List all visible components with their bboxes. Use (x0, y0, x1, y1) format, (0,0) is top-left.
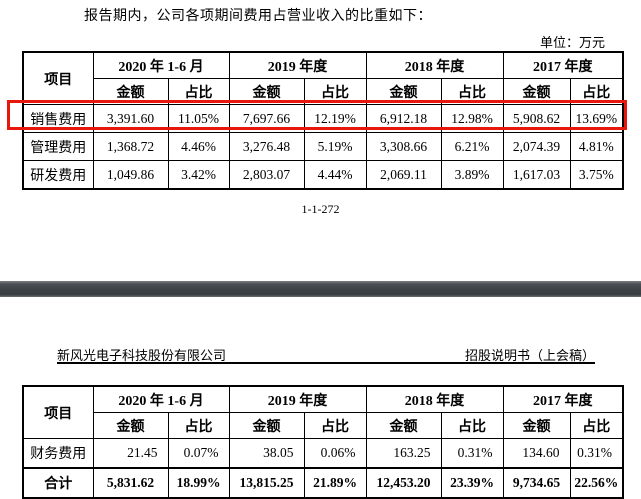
value-cell: 23.39% (440, 467, 504, 499)
page-number: 1-1-272 (301, 202, 340, 216)
value-cell: 3,391.60 (92, 104, 169, 133)
header-cell-amount: 金额 (365, 78, 442, 105)
table-row-total: 合计 5,831.62 18.99% 13,815.25 21.89% 12,4… (22, 467, 624, 499)
value-cell: 22.56% (569, 467, 624, 499)
header-cell-ratio: 占比 (303, 412, 367, 439)
value-cell: 21.45 (92, 438, 169, 469)
row-label-cell: 财务费用 (22, 438, 94, 469)
header-cell-ratio: 占比 (569, 78, 624, 105)
value-cell: 2,074.39 (502, 132, 571, 161)
header-cell-period: 2018 年度 (365, 385, 504, 413)
value-cell: 134.60 (502, 438, 571, 469)
value-cell: 4.81% (569, 132, 624, 161)
value-cell: 5,831.62 (92, 467, 169, 499)
header-cell-amount: 金额 (365, 412, 442, 439)
table-row-rd-expense: 研发费用 1,049.86 3.42% 2,803.07 4.44% 2,069… (22, 160, 624, 190)
expense-ratio-table-2: 项目 2020 年 1-6 月 2019 年度 2018 年度 2017 年度 … (22, 385, 625, 499)
value-cell: 9,734.65 (502, 467, 571, 499)
header-cell-period: 2017 年度 (502, 51, 624, 79)
header-cell-item: 项目 (22, 51, 94, 105)
value-cell: 0.31% (569, 438, 624, 469)
value-cell: 5,908.62 (502, 104, 571, 133)
header-cell-amount: 金额 (228, 78, 305, 105)
value-cell: 6,912.18 (365, 104, 442, 133)
header-cell-period: 2020 年 1-6 月 (92, 385, 230, 413)
table-row-finance-expense: 财务费用 21.45 0.07% 38.05 0.06% 163.25 0.31… (22, 438, 624, 469)
value-cell: 4.44% (303, 160, 367, 190)
table-subheader-row: 金额 占比 金额 占比 金额 占比 金额 占比 (23, 412, 624, 439)
header-cell-ratio: 占比 (167, 78, 230, 105)
intro-paragraph: 报告期内，公司各项期间费用占营业收入的比重如下： (84, 9, 432, 24)
value-cell: 13,815.25 (228, 467, 305, 499)
value-cell: 4.46% (167, 132, 230, 161)
header-cell-ratio: 占比 (303, 78, 367, 105)
header-cell-ratio: 占比 (167, 412, 230, 439)
table-subheader-row: 金额 占比 金额 占比 金额 占比 金额 占比 (23, 78, 624, 105)
header-cell-period: 2019 年度 (228, 385, 367, 413)
value-cell: 5.19% (303, 132, 367, 161)
value-cell: 1,617.03 (502, 160, 571, 190)
value-cell: 7,697.66 (228, 104, 305, 133)
table-header-row: 项目 2020 年 1-6 月 2019 年度 2018 年度 2017 年度 (22, 51, 624, 105)
row-label-cell: 合计 (22, 467, 94, 499)
header-cell-period: 2017 年度 (502, 385, 624, 413)
table-header-row: 项目 2020 年 1-6 月 2019 年度 2018 年度 2017 年度 (22, 385, 624, 439)
value-cell: 0.31% (440, 438, 504, 469)
value-cell: 3.42% (167, 160, 230, 190)
value-cell: 38.05 (228, 438, 305, 469)
page-separator-bar (0, 281, 641, 297)
value-cell: 18.99% (167, 467, 230, 499)
page-header-rule (57, 362, 595, 364)
value-cell: 6.21% (440, 132, 504, 161)
value-cell: 12.98% (440, 104, 504, 133)
value-cell: 0.06% (303, 438, 367, 469)
header-cell-amount: 金额 (502, 412, 571, 439)
header-cell-period: 2018 年度 (365, 51, 504, 79)
value-cell: 2,069.11 (365, 160, 442, 190)
header-cell-period: 2019 年度 (228, 51, 367, 79)
header-cell-period: 2020 年 1-6 月 (92, 51, 230, 79)
header-cell-amount: 金额 (92, 78, 169, 105)
value-cell: 21.89% (303, 467, 367, 499)
table-row-sales-expense: 销售费用 3,391.60 11.05% 7,697.66 12.19% 6,9… (22, 104, 624, 133)
header-cell-amount: 金额 (502, 78, 571, 105)
header-cell-ratio: 占比 (440, 78, 504, 105)
header-cell-ratio: 占比 (440, 412, 504, 439)
row-label-cell: 销售费用 (22, 104, 94, 133)
value-cell: 3.89% (440, 160, 504, 190)
value-cell: 3.75% (569, 160, 624, 190)
header-cell-amount: 金额 (92, 412, 169, 439)
value-cell: 12,453.20 (365, 467, 442, 499)
value-cell: 3,276.48 (228, 132, 305, 161)
value-cell: 163.25 (365, 438, 442, 469)
unit-label: 单位：万元 (539, 35, 605, 50)
value-cell: 3,308.66 (365, 132, 442, 161)
value-cell: 1,049.86 (92, 160, 169, 190)
value-cell: 0.07% (167, 438, 230, 469)
row-label-cell: 研发费用 (22, 160, 94, 190)
value-cell: 1,368.72 (92, 132, 169, 161)
expense-ratio-table-1: 项目 2020 年 1-6 月 2019 年度 2018 年度 2017 年度 … (22, 51, 625, 190)
header-cell-amount: 金额 (228, 412, 305, 439)
page-header-doc-title: 招股说明书（上会稿） (464, 348, 595, 363)
value-cell: 2,803.07 (228, 160, 305, 190)
value-cell: 13.69% (569, 104, 624, 133)
row-label-cell: 管理费用 (22, 132, 94, 161)
header-cell-ratio: 占比 (569, 412, 624, 439)
table-row-admin-expense: 管理费用 1,368.72 4.46% 3,276.48 5.19% 3,308… (22, 132, 624, 161)
header-cell-item: 项目 (22, 385, 94, 439)
value-cell: 11.05% (167, 104, 230, 133)
page-header-company: 新风光电子科技股份有限公司 (57, 348, 227, 363)
value-cell: 12.19% (303, 104, 367, 133)
